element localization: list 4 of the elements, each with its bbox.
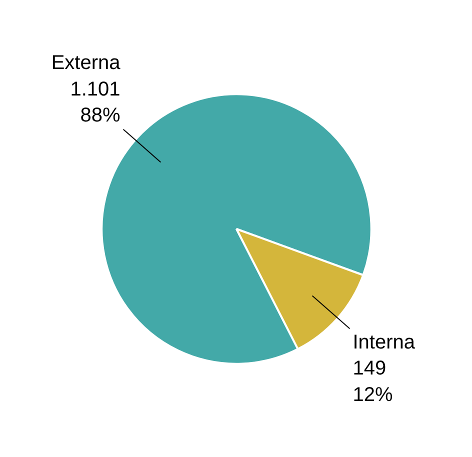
data-label: 149 12% xyxy=(352,358,393,406)
slice-label: Externa xyxy=(51,52,122,74)
slice-label: Interna xyxy=(352,331,416,354)
data-label: 1.101 88% xyxy=(70,78,120,127)
